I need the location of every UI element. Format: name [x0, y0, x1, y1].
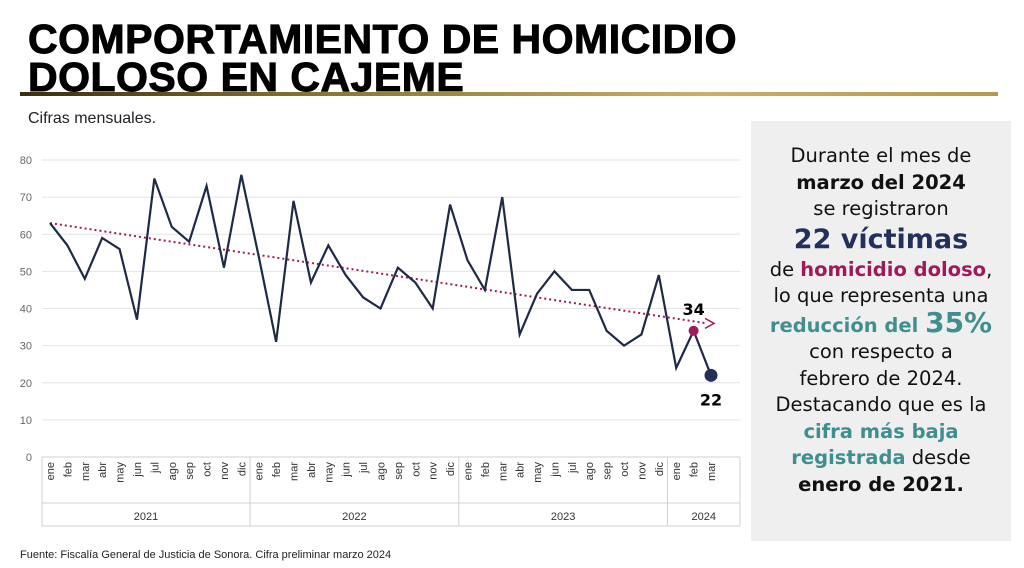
y-tick-label: 20: [20, 378, 32, 390]
x-tick-label: mar: [497, 462, 509, 481]
y-tick-label: 0: [26, 452, 32, 464]
x-tick-label: oct: [410, 462, 422, 477]
trendline: [49, 222, 708, 325]
data-label: 22: [700, 390, 722, 409]
x-tick-label: abr: [306, 462, 318, 478]
x-tick-label: mar: [706, 462, 718, 481]
x-tick-label: ago: [167, 462, 179, 480]
x-tick-label: dic: [236, 462, 248, 477]
panel-line: de homicidio doloso,: [769, 257, 993, 281]
x-tick-label: may: [532, 462, 544, 483]
x-tick-label: may: [115, 462, 127, 483]
x-tick-label: ago: [584, 462, 596, 480]
x-tick-label: sep: [184, 462, 196, 480]
panel-line: con respecto a: [809, 340, 953, 363]
x-tick-label: oct: [202, 462, 214, 477]
x-tick-label: feb: [480, 462, 492, 477]
data-label: 34: [682, 300, 704, 319]
x-tick-label: abr: [515, 462, 527, 478]
x-tick-label: nov: [428, 462, 440, 480]
source-note: Fuente: Fiscalía General de Justicia de …: [20, 549, 392, 561]
panel-line: Durante el mes de: [790, 144, 972, 167]
x-tick-label: mar: [289, 462, 301, 481]
y-tick-label: 50: [20, 266, 32, 278]
x-tick-label: abr: [97, 462, 109, 478]
x-tick-label: feb: [271, 462, 283, 477]
x-tick-label: jul: [149, 462, 161, 474]
year-label: 2024: [692, 511, 716, 523]
x-tick-label: jun: [341, 462, 353, 478]
reduction-line: reducción del 35%: [769, 305, 993, 339]
x-tick-label: sep: [602, 462, 614, 480]
panel-line: lo que representa una: [773, 284, 989, 307]
x-tick-label: jun: [549, 462, 561, 478]
x-tick-label: mar: [80, 462, 92, 481]
panel-line: cifra más baja: [803, 419, 959, 443]
panel-line: marzo del 2024: [796, 170, 966, 194]
y-tick-label: 30: [20, 341, 32, 353]
panel-line: se registraron: [813, 197, 949, 220]
x-tick-label: dic: [445, 462, 457, 477]
x-tick-label: ago: [376, 462, 388, 480]
data-point-feb-2024: [688, 325, 699, 336]
x-tick-label: sep: [393, 462, 405, 480]
x-tick-label: jun: [132, 462, 144, 478]
y-tick-label: 10: [20, 415, 32, 427]
gold-divider: [20, 92, 998, 96]
x-tick-label: ene: [254, 462, 266, 480]
chart-subtitle: Cifras mensuales.: [28, 110, 157, 127]
x-tick-label: ene: [462, 462, 474, 480]
y-tick-label: 80: [20, 155, 32, 167]
year-label: 2023: [551, 511, 575, 523]
x-tick-label: feb: [689, 462, 701, 477]
panel-line: registrada desde: [791, 446, 971, 469]
panel-line: febrero de 2024.: [799, 366, 963, 390]
page-title: COMPORTAMIENTO DE HOMICIDIO DOLOSO EN CAJ…: [27, 16, 737, 100]
series-line: [49, 174, 713, 376]
summary-panel: Durante el mes de marzo del 2024 se regi…: [751, 121, 1011, 541]
x-tick-label: jul: [358, 462, 370, 474]
x-tick-label: ene: [671, 462, 683, 480]
x-tick-label: feb: [62, 462, 74, 477]
year-label: 2021: [134, 511, 158, 523]
panel-line: Destacando que es la: [775, 393, 987, 416]
data-point-mar-2024: [704, 368, 718, 382]
y-tick-label: 40: [20, 304, 32, 316]
y-tick-label: 60: [20, 229, 32, 241]
x-tick-label: may: [323, 462, 335, 483]
panel-line: enero de 2021.: [798, 472, 964, 496]
x-tick-label: ene: [45, 462, 57, 480]
year-label: 2022: [342, 511, 366, 523]
x-tick-label: nov: [636, 462, 648, 480]
trendline-arrow: [704, 317, 716, 330]
victims-count: 22 víctimas: [793, 223, 969, 255]
x-tick-label: jul: [567, 462, 579, 474]
x-tick-label: nov: [219, 462, 231, 480]
y-tick-label: 70: [20, 192, 32, 204]
x-tick-label: dic: [654, 462, 666, 477]
x-tick-label: oct: [619, 462, 631, 477]
